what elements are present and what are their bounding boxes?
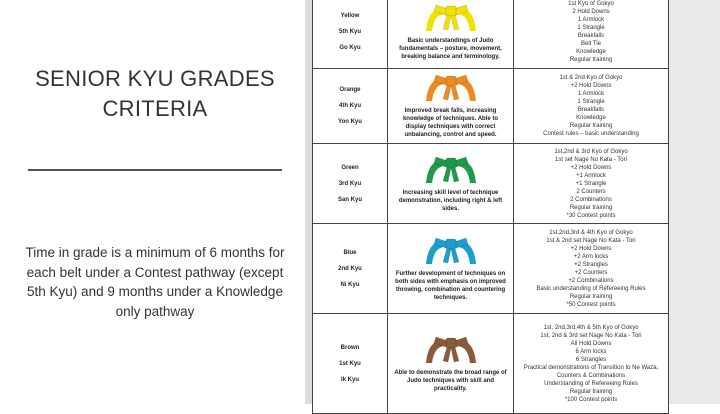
requirement-item: Regular training (569, 56, 613, 63)
requirement-item: +2 Hold Downs (570, 83, 612, 89)
requirement-item: Regular training (569, 204, 613, 211)
requirement-item: +1 Armlock (576, 172, 606, 179)
requirement-item: Regular training (569, 123, 613, 129)
requirement-item: 1st Kyo of Gokyo (568, 0, 614, 7)
requirement-item: *100 Contest points (564, 396, 618, 403)
background-strip (668, 0, 720, 404)
requirement-item: +2 Arm locks (573, 253, 609, 260)
requirements-cell: 1st,2nd,3rd & 4th Kyo of Gokyo 1st & 2nd … (513, 223, 669, 314)
requirement-item: Understanding of Refereeing Rules (544, 380, 638, 387)
requirement-item: Regular training (569, 293, 613, 300)
title-panel: SENIOR KYU GRADES CRITERIA Time in grade… (0, 0, 305, 404)
grades-table: Yellow 5th Kyu Go Kyu Basic understandin… (312, 0, 669, 414)
grade-row: Green 3rd Kyu San Kyu Increasing skill l… (312, 143, 669, 224)
belt-icon (425, 237, 476, 264)
requirement-item: 1st, 2nd & 3rd set Nage No Kata - Tori (540, 332, 642, 339)
requirement-item: +2 Counters (574, 269, 608, 276)
grade-name-cell: Orange 4th Kyu Yon Kyu (312, 68, 388, 144)
requirement-item: 1 Armlock (577, 91, 605, 97)
grade-name-cell: Yellow 5th Kyu Go Kyu (312, 0, 388, 69)
requirement-item: 1st & 2nd Kyo of Gokyo (559, 75, 623, 81)
requirement-item: Belt Tie (580, 40, 601, 47)
requirement-item: Breakfalls (577, 107, 605, 113)
grade-description: Basic understandings of Judo fundamental… (399, 37, 502, 60)
grades-document: Yellow 5th Kyu Go Kyu Basic understandin… (312, 0, 669, 414)
requirement-item: 1st set Nage No Kata - Tori (555, 156, 627, 163)
grade-name-cell: Green 3rd Kyu San Kyu (312, 143, 388, 224)
requirement-item: +2 Combinations (568, 277, 614, 284)
description-cell: Able to demonstrate the broad range of J… (387, 313, 514, 414)
japanese-grade: Ni Kyu (340, 281, 360, 288)
requirement-item: Knowledge (576, 48, 606, 55)
requirement-item: Basic understanding of Refereeing Rules (536, 285, 646, 292)
requirement-item: 2 Counters (576, 188, 606, 195)
slide-body-text: Time in grade is a minimum of 6 months f… (25, 245, 285, 319)
kyu-grade: 3rd Kyu (338, 180, 362, 187)
belt-icon (425, 336, 476, 363)
requirement-item: 1 Strangle (577, 24, 605, 31)
requirement-item: 6 Strangles (575, 356, 607, 363)
belt-color-name: Blue (343, 249, 357, 256)
description-cell: Basic understandings of Judo fundamental… (387, 0, 514, 69)
requirement-item: 1st, 2nd,3rd,4th & 5th Kyo of Gokyo (543, 324, 639, 331)
belt-color-name: Orange (339, 87, 361, 93)
grade-description: Further development of techniques on bot… (395, 270, 506, 301)
description-cell: Further development of techniques on bot… (387, 223, 514, 314)
requirement-item: +2 Strangles (574, 261, 608, 268)
belt-color-name: Brown (340, 344, 360, 351)
requirement-item: *30 Contest points (566, 212, 616, 219)
requirements-cell: 1st, 2nd,3rd,4th & 5th Kyo of Gokyo 1st, … (513, 313, 669, 414)
belt-icon (425, 156, 476, 183)
grade-row: Brown 1st Kyu Ik Kyu Able to demonstrate… (312, 313, 669, 414)
kyu-grade: 2nd Kyu (338, 265, 362, 272)
description-cell: Increasing skill level of technique demo… (387, 143, 514, 224)
requirements-cell: 1st Kyo of Gokyo 2 Hold Downs 1 Armlock 1 S… (513, 0, 669, 69)
requirements-cell: 1st,2nd & 3rd Kyo of Gokyo 1st set Nage N… (513, 143, 669, 224)
kyu-grade: 5th Kyu (338, 28, 361, 35)
belt-color-name: Green (341, 164, 359, 171)
requirement-item: 1st,2nd,3rd & 4th Kyo of Gokyo (549, 229, 633, 236)
requirement-item: *50 Contest points (566, 301, 616, 308)
grade-name-cell: Brown 1st Kyu Ik Kyu (312, 313, 388, 414)
requirement-item: 1st & 2nd set Nage No Kata - Tori (546, 237, 636, 244)
requirement-item: +2 Hold Downs (570, 164, 612, 171)
requirement-item: 2 Combinations (570, 196, 612, 203)
slide-title: SENIOR KYU GRADES CRITERIA (35, 66, 275, 121)
requirement-item: Breakfalls (577, 32, 605, 39)
grade-row: Blue 2nd Kyu Ni Kyu Further development … (312, 223, 669, 314)
requirements-cell: 1st & 2nd Kyo of Gokyo +2 Hold Downs 1 Arm… (513, 68, 669, 144)
grade-description: Improved break falls, increasing knowled… (402, 108, 499, 138)
requirement-item: Regular training (569, 388, 613, 395)
requirement-item: All Hold Downs (570, 340, 612, 347)
grade-name-cell: Blue 2nd Kyu Ni Kyu (312, 223, 388, 314)
divider (28, 169, 282, 171)
requirement-item: Knowledge (576, 115, 606, 121)
requirement-item: +1 Strangle (575, 180, 607, 187)
requirement-item: 1 Armlock (577, 16, 605, 23)
belt-color-name: Yellow (340, 12, 360, 19)
grade-row: Orange 4th Kyu Yon Kyu Improved break fa… (312, 68, 669, 144)
japanese-grade: San Kyu (337, 196, 362, 203)
requirement-item: Contest rules – basic understanding (543, 131, 639, 137)
requirement-item: +2 Hold Downs (570, 245, 612, 252)
japanese-grade: Ik Kyu (340, 376, 359, 383)
grade-row: Yellow 5th Kyu Go Kyu Basic understandin… (312, 0, 669, 69)
kyu-grade: 1st Kyu (339, 360, 361, 367)
requirement-item: 6 Arm locks (575, 348, 607, 355)
grade-description: Increasing skill level of technique demo… (398, 189, 503, 212)
requirement-item: 1st,2nd & 3rd Kyo of Gokyo (554, 148, 628, 155)
belt-icon (425, 4, 476, 31)
requirement-item: 2 Hold Downs (572, 8, 610, 15)
kyu-grade: 4th Kyu (338, 103, 361, 109)
japanese-grade: Yon Kyu (338, 119, 362, 125)
japanese-grade: Go Kyu (339, 44, 361, 51)
grade-description: Able to demonstrate the broad range of J… (394, 369, 507, 392)
requirement-item: 1 Strangle (577, 99, 605, 105)
description-cell: Improved break falls, increasing knowled… (387, 68, 514, 144)
belt-icon (425, 74, 476, 101)
requirement-item: Practical demonstrations of Transition t… (523, 364, 659, 379)
